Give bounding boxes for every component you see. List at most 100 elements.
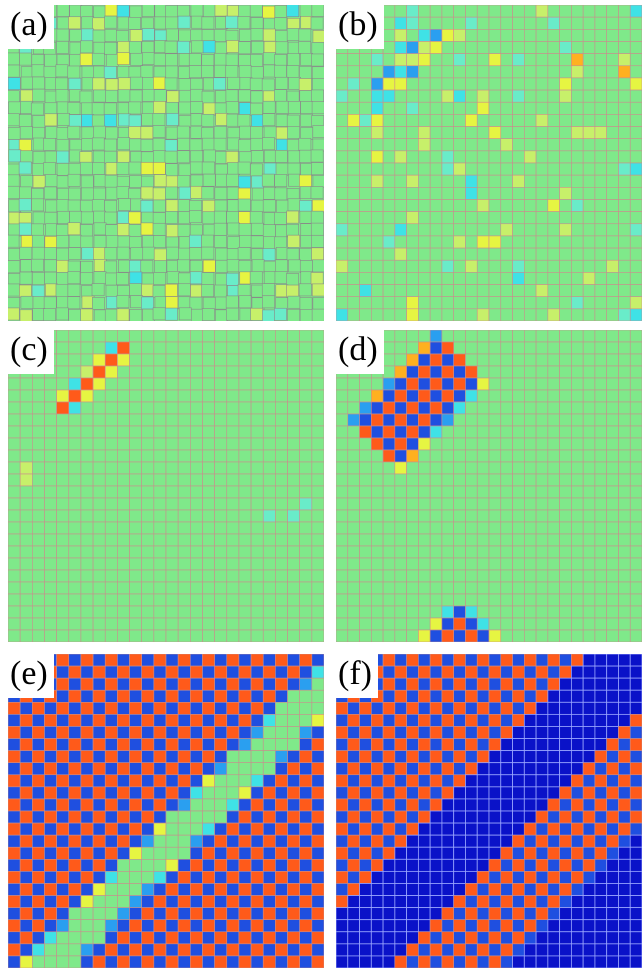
lattice-cell [153, 702, 167, 715]
lattice-cell [606, 77, 619, 91]
lattice-cell [201, 90, 215, 104]
lattice-cell [535, 786, 549, 800]
lattice-cell [238, 629, 252, 642]
lattice-cell [347, 593, 360, 607]
lattice-cell [512, 871, 525, 884]
lattice-cell [299, 545, 313, 559]
lattice-cell [214, 774, 228, 788]
lattice-cell [311, 42, 324, 55]
lattice-cell [177, 449, 191, 463]
lattice-cell [153, 569, 167, 583]
lattice-cell [524, 162, 537, 176]
lattice-cell [275, 162, 289, 176]
lattice-cell [571, 41, 584, 54]
lattice-cell [56, 101, 70, 115]
lattice-cell [559, 509, 572, 523]
lattice-cell [141, 211, 154, 225]
lattice-cell [141, 113, 155, 127]
lattice-cell [215, 273, 228, 286]
lattice-cell [32, 76, 45, 90]
lattice-cell [524, 296, 537, 310]
lattice-cell [606, 509, 619, 523]
lattice-cell [165, 163, 179, 177]
lattice-cell [153, 798, 167, 812]
lattice-cell [32, 497, 45, 511]
lattice-cell [359, 89, 372, 103]
lattice-cell [336, 738, 349, 751]
lattice-cell [117, 943, 130, 957]
lattice-cell [250, 126, 263, 139]
lattice-cell [571, 89, 584, 103]
lattice-cell [250, 137, 264, 151]
lattice-cell [92, 557, 106, 571]
lattice-cell [417, 870, 431, 884]
lattice-cell [201, 53, 215, 67]
lattice-cell [406, 413, 419, 427]
lattice-cell [117, 846, 130, 860]
lattice-cell [359, 284, 372, 297]
lattice-cell [165, 389, 179, 403]
lattice-cell [250, 341, 264, 355]
lattice-cell [336, 726, 349, 739]
lattice-cell [559, 272, 572, 285]
lattice-cell [417, 846, 431, 860]
lattice-cell [582, 557, 596, 571]
lattice-cell [559, 425, 572, 439]
lattice-cell [275, 822, 288, 836]
lattice-cell [165, 665, 179, 679]
lattice-cell [371, 211, 384, 225]
lattice-cell [153, 774, 167, 788]
lattice-cell [238, 786, 252, 800]
lattice-cell [347, 272, 360, 285]
lattice-cell [394, 955, 407, 968]
lattice-cell [141, 617, 155, 631]
lattice-cell [117, 485, 130, 499]
lattice-cell [571, 654, 584, 667]
lattice-cell [406, 187, 419, 200]
lattice-cell [202, 689, 215, 703]
lattice-cell [202, 521, 215, 535]
lattice-cell [535, 41, 549, 54]
lattice-cell [141, 895, 155, 908]
lattice-cell [618, 413, 631, 427]
lattice-cell [250, 629, 264, 642]
lattice-cell [214, 593, 228, 607]
lattice-cell [68, 786, 82, 800]
lattice-cell [117, 822, 130, 836]
lattice-cell [44, 425, 57, 439]
lattice-cell [311, 931, 324, 945]
lattice-cell [606, 919, 619, 933]
lattice-cell [275, 533, 288, 547]
lattice-cell [250, 726, 264, 739]
lattice-cell [226, 186, 240, 200]
lattice-cell [559, 187, 572, 200]
lattice-cell [226, 581, 240, 595]
lattice-cell [488, 341, 502, 355]
lattice-cell [250, 557, 264, 571]
lattice-cell [226, 943, 240, 957]
lattice-cell [68, 762, 82, 776]
lattice-cell [275, 497, 288, 511]
lattice-cell [153, 497, 167, 511]
lattice-cell [429, 533, 443, 547]
lattice-cell [371, 798, 384, 812]
lattice-cell [68, 677, 82, 691]
lattice-cell [19, 822, 33, 836]
panel-b: (b) [336, 5, 642, 321]
lattice-cell [275, 100, 289, 114]
lattice-cell [359, 126, 372, 139]
lattice-cell [535, 726, 549, 739]
lattice-cell [104, 353, 118, 367]
lattice-cell [44, 919, 57, 933]
lattice-cell [571, 259, 584, 273]
lattice-cell [559, 533, 572, 547]
lattice-cell [418, 138, 431, 152]
lattice-cell [476, 605, 490, 619]
lattice-cell [104, 247, 118, 261]
lattice-cell [178, 247, 191, 261]
lattice-cell [93, 125, 107, 139]
lattice-cell [177, 834, 191, 848]
lattice-cell [371, 389, 384, 403]
lattice-cell [535, 883, 549, 896]
lattice-cell [190, 883, 203, 896]
